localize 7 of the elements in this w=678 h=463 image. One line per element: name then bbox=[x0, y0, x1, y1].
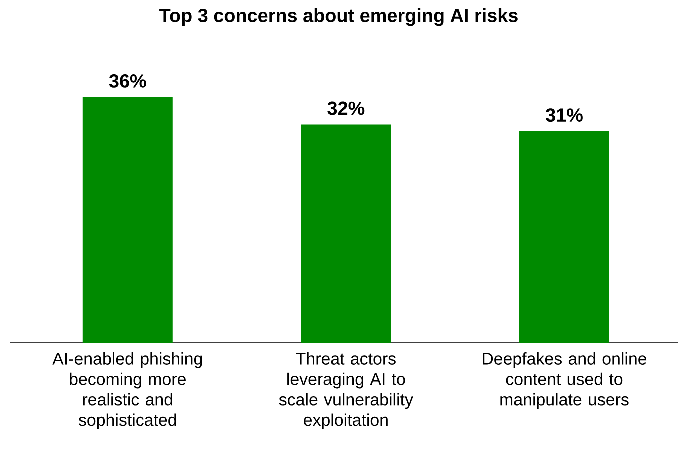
x-tick-label: Threat actors leveraging AI to scale vulnerability exploitation bbox=[279, 352, 414, 430]
data-label: 36% bbox=[109, 74, 146, 88]
chart-title: Top 3 concerns about emerging AI risks bbox=[160, 8, 518, 26]
x-tick-label: AI-enabled phishing becoming more realistic and sophisticated bbox=[52, 352, 202, 430]
x-tick-label: Deepfakes and online content used to manipulate users bbox=[483, 352, 647, 410]
data-label: 32% bbox=[328, 102, 365, 116]
data-label: 31% bbox=[546, 108, 583, 122]
